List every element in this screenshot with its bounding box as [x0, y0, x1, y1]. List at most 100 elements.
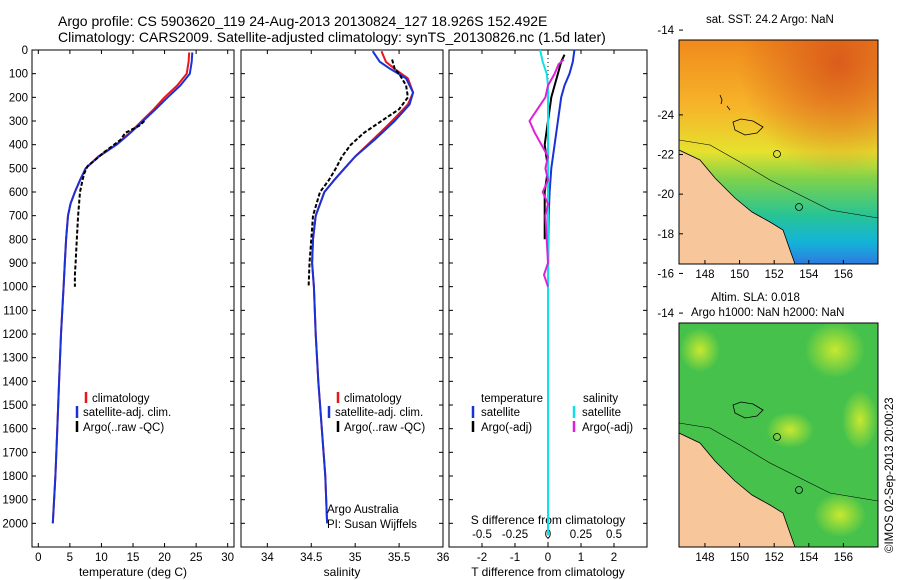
legend-t-argo-label: Argo(-adj) [481, 422, 532, 434]
x-tick-label: 25 [190, 552, 203, 564]
sst-reef-outline [732, 118, 764, 136]
legend-climatology-label: climatology [344, 393, 402, 405]
x-tick-label: -2 [477, 552, 487, 564]
lon-tick-label: 148 [695, 269, 714, 281]
lat-tick-label: -16 [657, 268, 674, 280]
x-tick-label: 5 [67, 552, 73, 564]
x-axis-label: temperature (deg C) [79, 565, 187, 579]
sla-map-frame [678, 322, 879, 548]
lon-tick-label: 152 [765, 552, 784, 564]
x-tick-label: 0 [35, 552, 41, 564]
sst-reef-ring [795, 203, 803, 211]
lon-tick-label: 150 [730, 552, 749, 564]
sst-coastline [679, 149, 796, 264]
sst-reef-ring [773, 150, 781, 158]
lat-tick-label: -22 [657, 150, 674, 162]
salinity-legend: climatology satellite-adj. clim. Argo(..… [327, 392, 425, 531]
series-line [307, 59, 409, 287]
y-tick-label: 1400 [2, 376, 28, 388]
lat-tick-label: -24 [657, 110, 674, 122]
y-tick-label: 300 [9, 116, 28, 128]
sla-land [679, 433, 795, 547]
legend-argo-label: Argo(..raw -QC) [83, 422, 164, 434]
x-tick-label: 35 [349, 552, 362, 564]
series-line [73, 120, 146, 287]
legend-argo-label: Argo(..raw -QC) [344, 422, 425, 434]
legend-satellite-label: satellite-adj. clim. [335, 407, 423, 419]
sst-shelf-contour [679, 139, 878, 219]
series-line [51, 52, 191, 524]
y-tick-label: 800 [9, 234, 28, 246]
sla-map-title-2: Argo h1000: NaN h2000: NaN [691, 307, 844, 319]
sla-reef-outline [732, 401, 764, 419]
sla-high-patch [842, 390, 878, 450]
legend-temperature-title: temperature [481, 393, 543, 405]
y-tick-label: 1800 [2, 471, 28, 483]
x-tick-label: 34 [261, 552, 274, 564]
sla-reef-ring [795, 486, 803, 494]
lat-tick-label: -18 [657, 229, 674, 241]
s-tick-label: -0.25 [502, 529, 528, 541]
sla-coastline [679, 432, 796, 547]
sla-shelf-contour [679, 422, 878, 502]
x-tick-label: 34.5 [300, 552, 322, 564]
temperature-panel: 0100200300400500600700800900100011001200… [2, 45, 235, 579]
series-line [547, 49, 576, 536]
s-tick-label: 0.5 [606, 529, 622, 541]
difference-panel: -2 -1 0 1 2T difference from climatology -0.5… [448, 49, 648, 579]
temperature-legend: climatology satellite-adj. clim. Argo(..… [75, 392, 171, 434]
sla-high-patch [814, 493, 866, 537]
lon-tick-label: 152 [765, 269, 784, 281]
y-tick-label: 200 [9, 92, 28, 104]
annotation-line-1: Argo Australia [327, 504, 399, 516]
sst-land [679, 150, 795, 264]
lat-tick-label: -14 [657, 25, 674, 37]
sst-reef-marks [719, 94, 731, 111]
lat-tick-label: -14 [657, 308, 674, 320]
y-tick-label: 1500 [2, 400, 28, 412]
annotation-line-2: PI: Susan Wijffels [327, 519, 417, 531]
s-tick-label: 0.25 [570, 529, 592, 541]
lat-tick-label: -20 [657, 189, 674, 201]
legend-t-satellite-label: satellite [481, 407, 520, 419]
x-tick-label: -1 [510, 552, 520, 564]
y-tick-label: 600 [9, 187, 28, 199]
series-line [528, 58, 565, 288]
y-tick-label: 400 [9, 140, 28, 152]
legend-satellite-label: satellite-adj. clim. [83, 407, 171, 419]
series-line [51, 52, 194, 524]
sla-high-patch [766, 412, 814, 448]
s-tick-label: -0.5 [472, 529, 492, 541]
lon-tick-label: 148 [695, 552, 714, 564]
y-tick-label: 500 [9, 163, 28, 175]
y-tick-label: 1900 [2, 495, 28, 507]
y-tick-label: 1000 [2, 282, 28, 294]
x-tick-label: 2 [611, 552, 617, 564]
x-axis-label: T difference from climatology [471, 565, 625, 579]
lon-tick-label: 156 [834, 552, 853, 564]
sla-map-title-1: Altim. SLA: 0.018 [711, 292, 800, 304]
x-tick-label: 0 [545, 552, 551, 564]
sla-reef-ring [773, 433, 781, 441]
sla-high-patch [805, 323, 865, 378]
x-axis-label: salinity [324, 565, 361, 579]
lon-tick-label: 156 [834, 269, 853, 281]
x-tick-label: 30 [221, 552, 234, 564]
credit-label: ©IMOS 02-Sep-2013 20:00:23 [884, 397, 896, 553]
y-tick-label: 0 [22, 45, 28, 57]
sst-map-title: sat. SST: 24.2 Argo: NaN [706, 14, 834, 26]
sla-high-patch [680, 328, 720, 372]
y-tick-label: 100 [9, 69, 28, 81]
plot-frame [240, 49, 444, 548]
salinity-panel: 34 34.5 35 35.5 36 salinity [240, 49, 449, 579]
sst-map-frame [678, 39, 879, 265]
y-tick-label: 700 [9, 211, 28, 223]
y-tick-label: 1200 [2, 329, 28, 341]
lon-tick-label: 154 [799, 552, 819, 564]
legend-climatology-label: climatology [92, 393, 150, 405]
series-line [311, 50, 415, 524]
legend-s-satellite-label: satellite [582, 407, 621, 419]
difference-legend: temperature satellite Argo(-adj) salinit… [471, 393, 633, 434]
x-tick-label: 10 [95, 552, 108, 564]
